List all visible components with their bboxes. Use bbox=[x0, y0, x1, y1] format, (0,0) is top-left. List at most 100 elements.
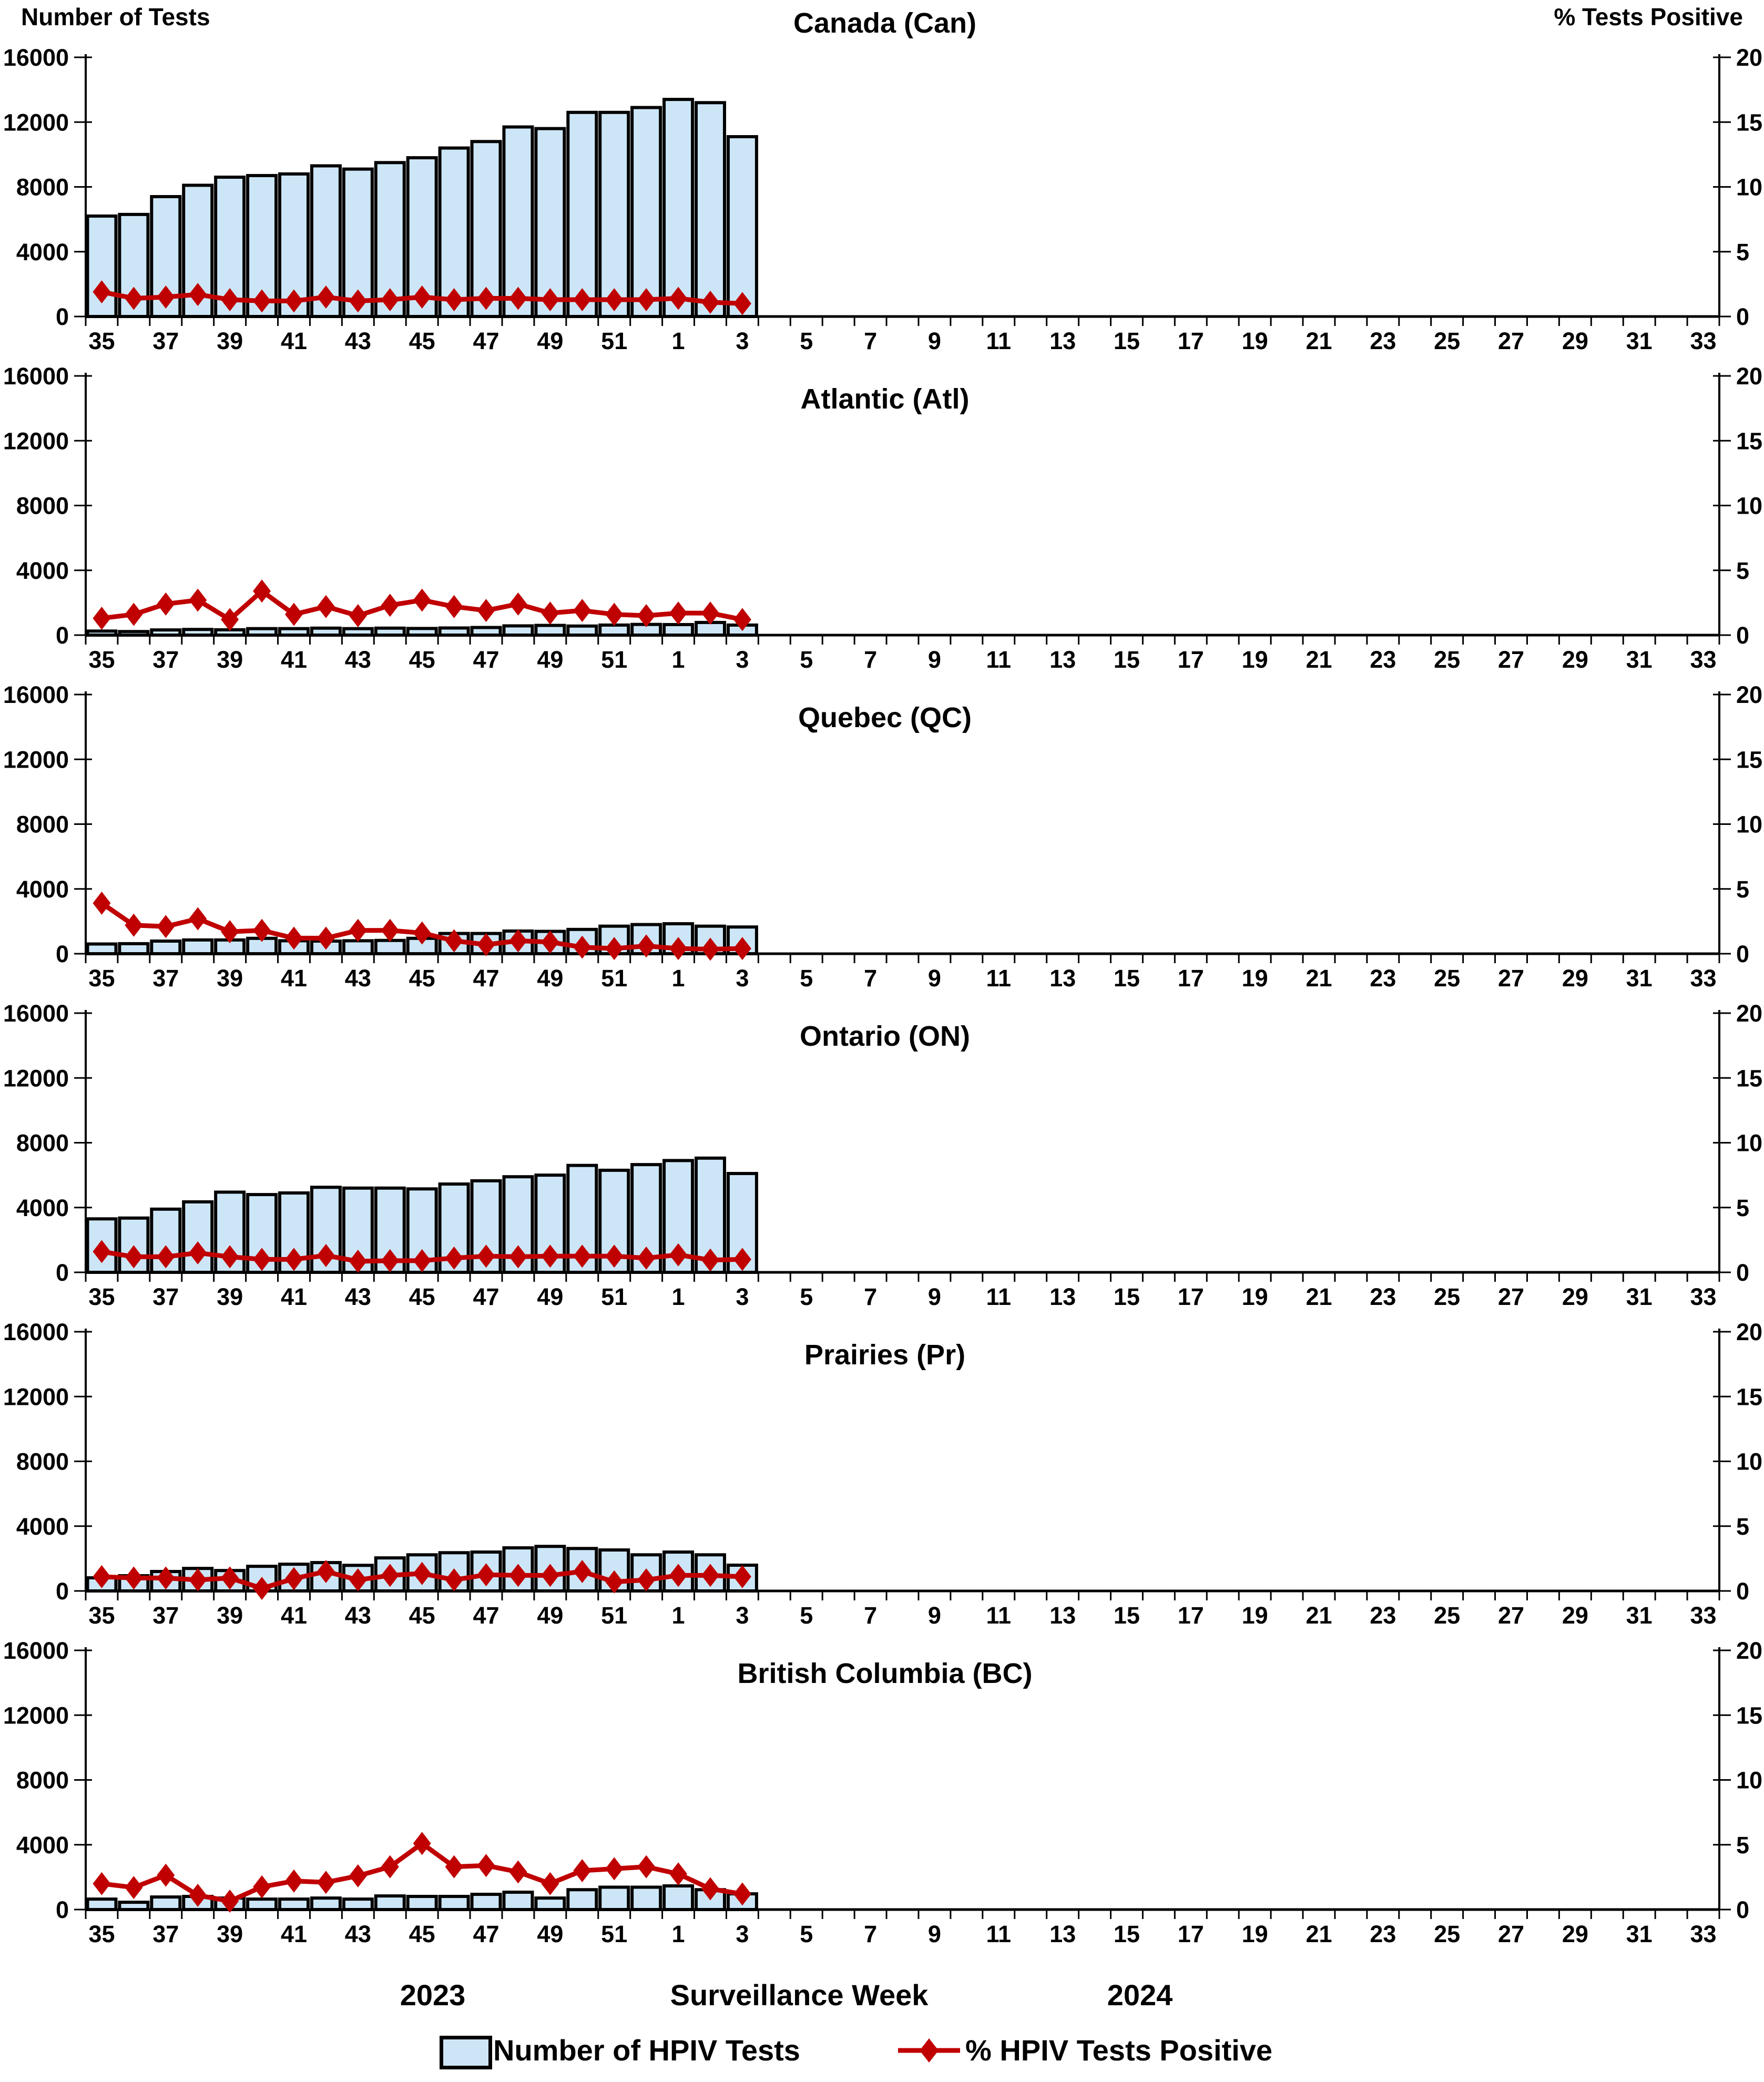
data-point-week-52 bbox=[637, 1855, 656, 1879]
week-label: 5 bbox=[800, 646, 813, 673]
week-label: 17 bbox=[1178, 965, 1204, 992]
data-point-week-52 bbox=[637, 934, 656, 958]
week-label: 9 bbox=[928, 1283, 941, 1310]
bar-week-35 bbox=[86, 1897, 118, 1912]
week-label: 25 bbox=[1434, 965, 1460, 992]
left-tick-label: 4000 bbox=[16, 876, 69, 903]
week-label: 51 bbox=[601, 328, 627, 354]
left-axis-title: Number of Tests bbox=[21, 3, 210, 30]
bar-week-49 bbox=[534, 127, 566, 318]
week-label: 45 bbox=[409, 965, 435, 992]
data-point-week-47 bbox=[477, 1244, 495, 1268]
bar-week-42 bbox=[310, 626, 342, 637]
panel-title: Quebec (QC) bbox=[798, 702, 972, 733]
right-tick-label: 0 bbox=[1736, 1578, 1749, 1605]
week-label: 31 bbox=[1626, 646, 1653, 673]
week-label: 15 bbox=[1114, 1602, 1140, 1629]
data-point-week-48 bbox=[509, 287, 527, 310]
data-point-week-46 bbox=[445, 288, 463, 311]
bar-week-52 bbox=[630, 106, 662, 319]
data-point-week-40 bbox=[253, 1875, 271, 1899]
week-label: 41 bbox=[281, 965, 307, 992]
left-tick-label: 0 bbox=[56, 303, 69, 330]
data-point-week-45 bbox=[413, 285, 431, 309]
right-tick-label: 0 bbox=[1736, 622, 1749, 649]
week-label: 47 bbox=[473, 1921, 499, 1947]
data-point-week-42 bbox=[317, 595, 335, 618]
week-label: 29 bbox=[1562, 1283, 1588, 1310]
data-point-week-37 bbox=[157, 592, 175, 616]
week-label: 47 bbox=[473, 1283, 499, 1310]
left-tick-label: 16000 bbox=[3, 1000, 69, 1027]
data-point-week-2 bbox=[701, 1564, 719, 1587]
data-point-week-49 bbox=[541, 288, 559, 311]
left-tick-label: 16000 bbox=[3, 44, 69, 71]
data-point-week-43 bbox=[349, 1568, 367, 1592]
data-point-week-40 bbox=[253, 1248, 271, 1271]
bar-week-52 bbox=[630, 1163, 662, 1274]
left-tick-label: 8000 bbox=[16, 493, 69, 519]
week-label: 33 bbox=[1690, 965, 1717, 992]
data-point-week-37 bbox=[157, 915, 175, 938]
week-label: 31 bbox=[1626, 1283, 1653, 1310]
data-point-week-50 bbox=[573, 1859, 592, 1883]
week-label: 9 bbox=[928, 1602, 941, 1629]
panel-title: Prairies (Pr) bbox=[804, 1339, 965, 1371]
left-tick-label: 4000 bbox=[16, 557, 69, 584]
week-label: 33 bbox=[1690, 646, 1717, 673]
bar-week-36 bbox=[118, 630, 150, 637]
data-point-week-46 bbox=[445, 595, 463, 618]
week-label: 5 bbox=[800, 965, 813, 992]
week-label: 21 bbox=[1306, 1602, 1332, 1629]
data-point-week-39 bbox=[221, 1245, 239, 1269]
week-label: 1 bbox=[672, 646, 685, 673]
week-label: 35 bbox=[88, 965, 115, 992]
week-label: 25 bbox=[1434, 1921, 1460, 1947]
bar-week-48 bbox=[502, 624, 534, 637]
week-label: 47 bbox=[473, 965, 499, 992]
data-point-week-46 bbox=[445, 929, 463, 953]
left-tick-label: 16000 bbox=[3, 1637, 69, 1664]
week-label: 11 bbox=[986, 1921, 1011, 1947]
data-point-week-39 bbox=[221, 608, 239, 631]
data-point-week-52 bbox=[637, 288, 656, 311]
data-point-week-50 bbox=[573, 1244, 592, 1268]
left-tick-label: 8000 bbox=[16, 1130, 69, 1157]
bar-week-48 bbox=[502, 1891, 534, 1911]
week-label: 43 bbox=[345, 646, 371, 673]
week-label: 3 bbox=[736, 1602, 749, 1629]
week-label: 27 bbox=[1498, 965, 1524, 992]
bar-week-49 bbox=[534, 1896, 566, 1911]
week-label: 43 bbox=[345, 1602, 371, 1629]
week-label: 49 bbox=[537, 1602, 563, 1629]
week-label: 29 bbox=[1562, 328, 1588, 354]
left-tick-label: 4000 bbox=[16, 239, 69, 266]
legend-label-tests: Number of HPIV Tests bbox=[493, 2034, 800, 2067]
left-tick-label: 0 bbox=[56, 1578, 69, 1605]
week-label: 19 bbox=[1242, 1921, 1268, 1947]
right-tick-label: 20 bbox=[1736, 1637, 1762, 1664]
right-tick-label: 10 bbox=[1736, 1130, 1762, 1157]
data-point-week-38 bbox=[189, 1241, 207, 1265]
week-label: 1 bbox=[672, 328, 685, 354]
left-tick-label: 0 bbox=[56, 941, 69, 967]
data-point-week-36 bbox=[125, 913, 143, 937]
data-point-week-1 bbox=[669, 601, 688, 625]
week-label: 41 bbox=[281, 328, 307, 354]
bar-week-43 bbox=[342, 939, 374, 955]
data-point-week-48 bbox=[509, 929, 527, 953]
left-tick-label: 8000 bbox=[16, 1767, 69, 1794]
week-label: 7 bbox=[864, 1602, 877, 1629]
data-point-week-1 bbox=[669, 287, 688, 310]
data-point-week-43 bbox=[349, 1864, 367, 1887]
week-label: 25 bbox=[1434, 328, 1460, 354]
week-label: 43 bbox=[345, 328, 371, 354]
data-point-week-37 bbox=[157, 1245, 175, 1269]
bar-week-43 bbox=[342, 1897, 374, 1912]
data-point-week-2 bbox=[701, 1877, 719, 1901]
bar-week-3 bbox=[726, 135, 758, 318]
week-label: 29 bbox=[1562, 1602, 1588, 1629]
week-label: 51 bbox=[601, 646, 627, 673]
